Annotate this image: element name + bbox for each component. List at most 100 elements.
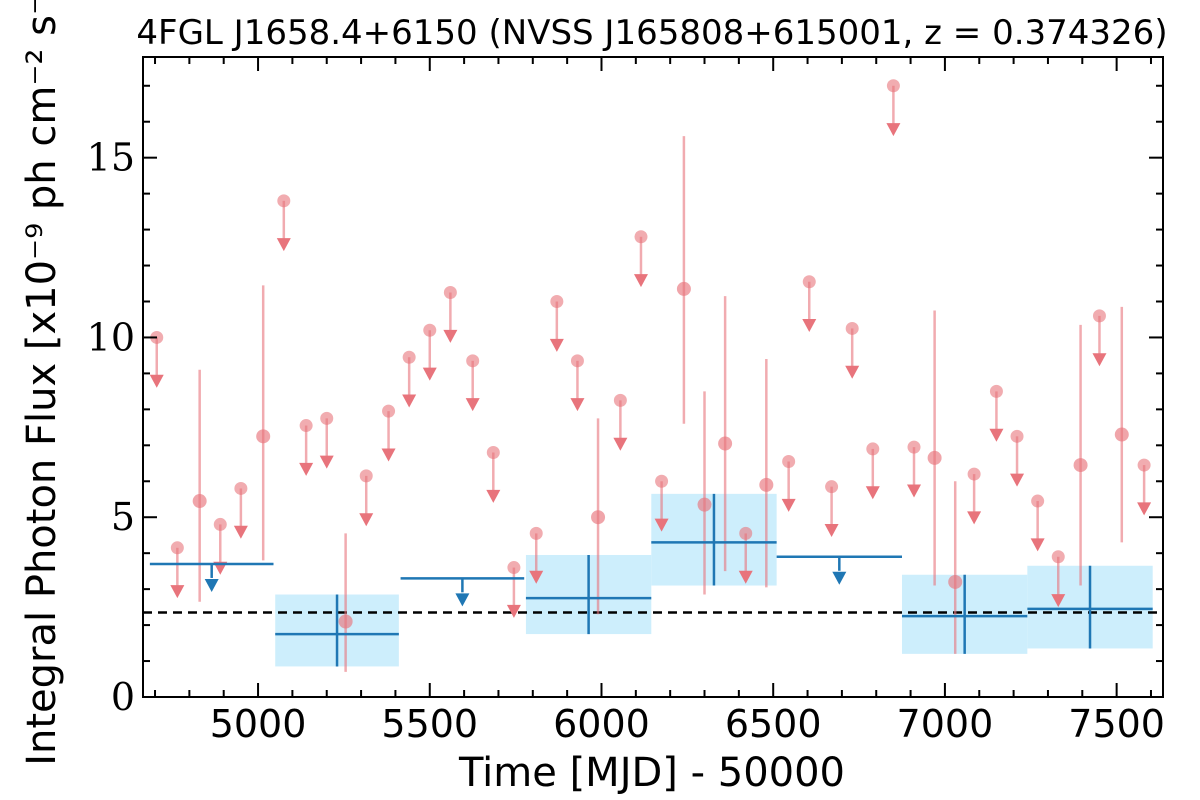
short-bin-limit-arrow [465,398,480,412]
short-bin-limit-arrow [486,489,501,503]
y-axis-label: Integral Photon Flux [x10⁻⁹ ph cm⁻² s⁻¹] [19,0,65,766]
short-bin-limit-arrow [781,498,796,512]
short-bin-limit-marker [825,480,839,494]
short-bin-limit-arrow [989,428,1004,442]
short-bin-limit-arrow [529,570,544,584]
chart-title: 4FGL J1658.4+6150 (NVSS J165808+615001, … [136,13,1167,53]
short-bin-limit-marker [570,354,584,368]
x-tick-label: 5000 [210,702,307,746]
short-bin-limit-marker [299,419,313,433]
short-bin-limit-marker [402,350,416,364]
short-bin-limit-marker [782,454,796,468]
short-bin-limit-arrow [506,604,521,618]
short-bin-limit-marker [1137,458,1151,472]
plot-frame [142,56,1164,698]
short-bin-limit-arrow [276,238,291,252]
x-tick-label: 5500 [381,702,478,746]
short-bin-limit-marker [1092,309,1106,323]
short-bin-limit-arrow [845,365,860,379]
plot-area: 5000 5500 6000 6500 7000 7500 0 5 10 15 [87,56,1165,746]
short-bin-limit-marker [466,354,480,368]
x-axis-label: Time [MJD] - 50000 [458,750,845,796]
long-bin-limit-arrow [204,578,219,592]
short-bin-limit-arrow [1092,353,1107,367]
short-bin-point [948,574,963,589]
short-bin-limit-marker [170,541,184,555]
short-bin-limit-arrow [570,398,585,412]
y-tick-label: 10 [87,315,135,359]
x-tick-label: 7500 [1068,702,1165,746]
short-bin-limit-marker [967,467,981,481]
short-bin-limit-arrow [443,329,458,343]
short-bin-limit-arrow [886,123,901,137]
y-tick-label: 0 [111,675,135,719]
short-bin-limit-arrow [907,484,922,498]
short-bin-limit-arrow [402,394,417,408]
short-bin-limit-arrow [549,338,564,352]
x-tick-label: 6000 [553,702,650,746]
short-bin-limit-marker [359,469,373,483]
short-bin-limit-arrow [359,513,374,527]
short-bin-limit-arrow [381,448,396,462]
short-bin-limit-arrow [1051,594,1066,608]
short-bin-limit-marker [1031,494,1045,508]
short-bin-point [192,494,207,509]
short-bin-point [697,497,712,512]
y-tick-label: 5 [111,495,135,539]
short-bin-point [718,436,733,451]
short-bin-limit-arrow [170,585,185,599]
short-bin-limit-arrow [738,570,753,584]
short-bin-limit-arrow [422,367,437,381]
x-tick-label: 7000 [897,702,994,746]
short-bin-limit-marker [634,230,648,244]
short-bin-limit-arrow [613,437,628,451]
short-bin-limit-marker [989,384,1003,398]
short-bin-point [256,429,271,444]
short-bin-limit-marker [802,275,816,289]
y-tick-label: 15 [87,136,135,180]
short-bin-limit-arrow [654,518,669,532]
short-bin-limit-arrow [824,524,839,537]
short-bin-limit-marker [1010,429,1024,443]
short-bin-limit-arrow [633,274,648,288]
short-bin-limit-arrow [1137,502,1152,516]
short-bin-limit-marker [613,393,627,407]
short-bin-limit-marker [550,294,564,308]
short-bin-limit-marker [845,321,859,335]
short-bin-limit-marker [886,79,900,93]
short-bin-limit-marker [213,517,227,531]
short-bin-limit-marker [529,526,543,540]
short-bin-limit-arrow [149,374,164,388]
short-bin-limit-arrow [1010,473,1025,487]
short-bin-limit-arrow [802,319,817,333]
short-bin-limit-marker [739,526,753,540]
short-bin-limit-marker [907,440,921,454]
short-bin-limit-marker [234,481,248,495]
short-bin-point [1073,458,1088,473]
short-bin-limit-marker [486,446,500,460]
short-bin-point [338,614,353,629]
short-bin-limit-marker [423,323,437,337]
short-bin-point [676,281,691,296]
short-bin-limit-arrow [1030,538,1045,552]
short-bin-limit-marker [507,561,521,575]
short-bin-limit-marker [443,286,457,300]
short-bin-limit-arrow [299,462,314,476]
short-bin-point [759,477,774,492]
short-bin-limit-arrow [319,455,334,469]
short-bin-limit-marker [382,404,396,418]
short-bin-limit-marker [866,442,880,456]
short-bin-limit-arrow [233,525,248,539]
short-bin-limit-marker [277,194,291,208]
long-bin-limit-arrow [455,593,470,607]
short-bin-point [1114,427,1129,442]
short-bin-limit-marker [655,474,669,488]
short-bin-point [591,510,606,525]
long-bin-limit-arrow [832,571,847,585]
short-bin-limit-marker [320,411,334,425]
short-bin-limit-arrow [967,511,982,525]
x-tick-label: 6500 [725,702,822,746]
short-bin-point [927,450,942,465]
short-bin-limit-arrow [865,486,880,500]
